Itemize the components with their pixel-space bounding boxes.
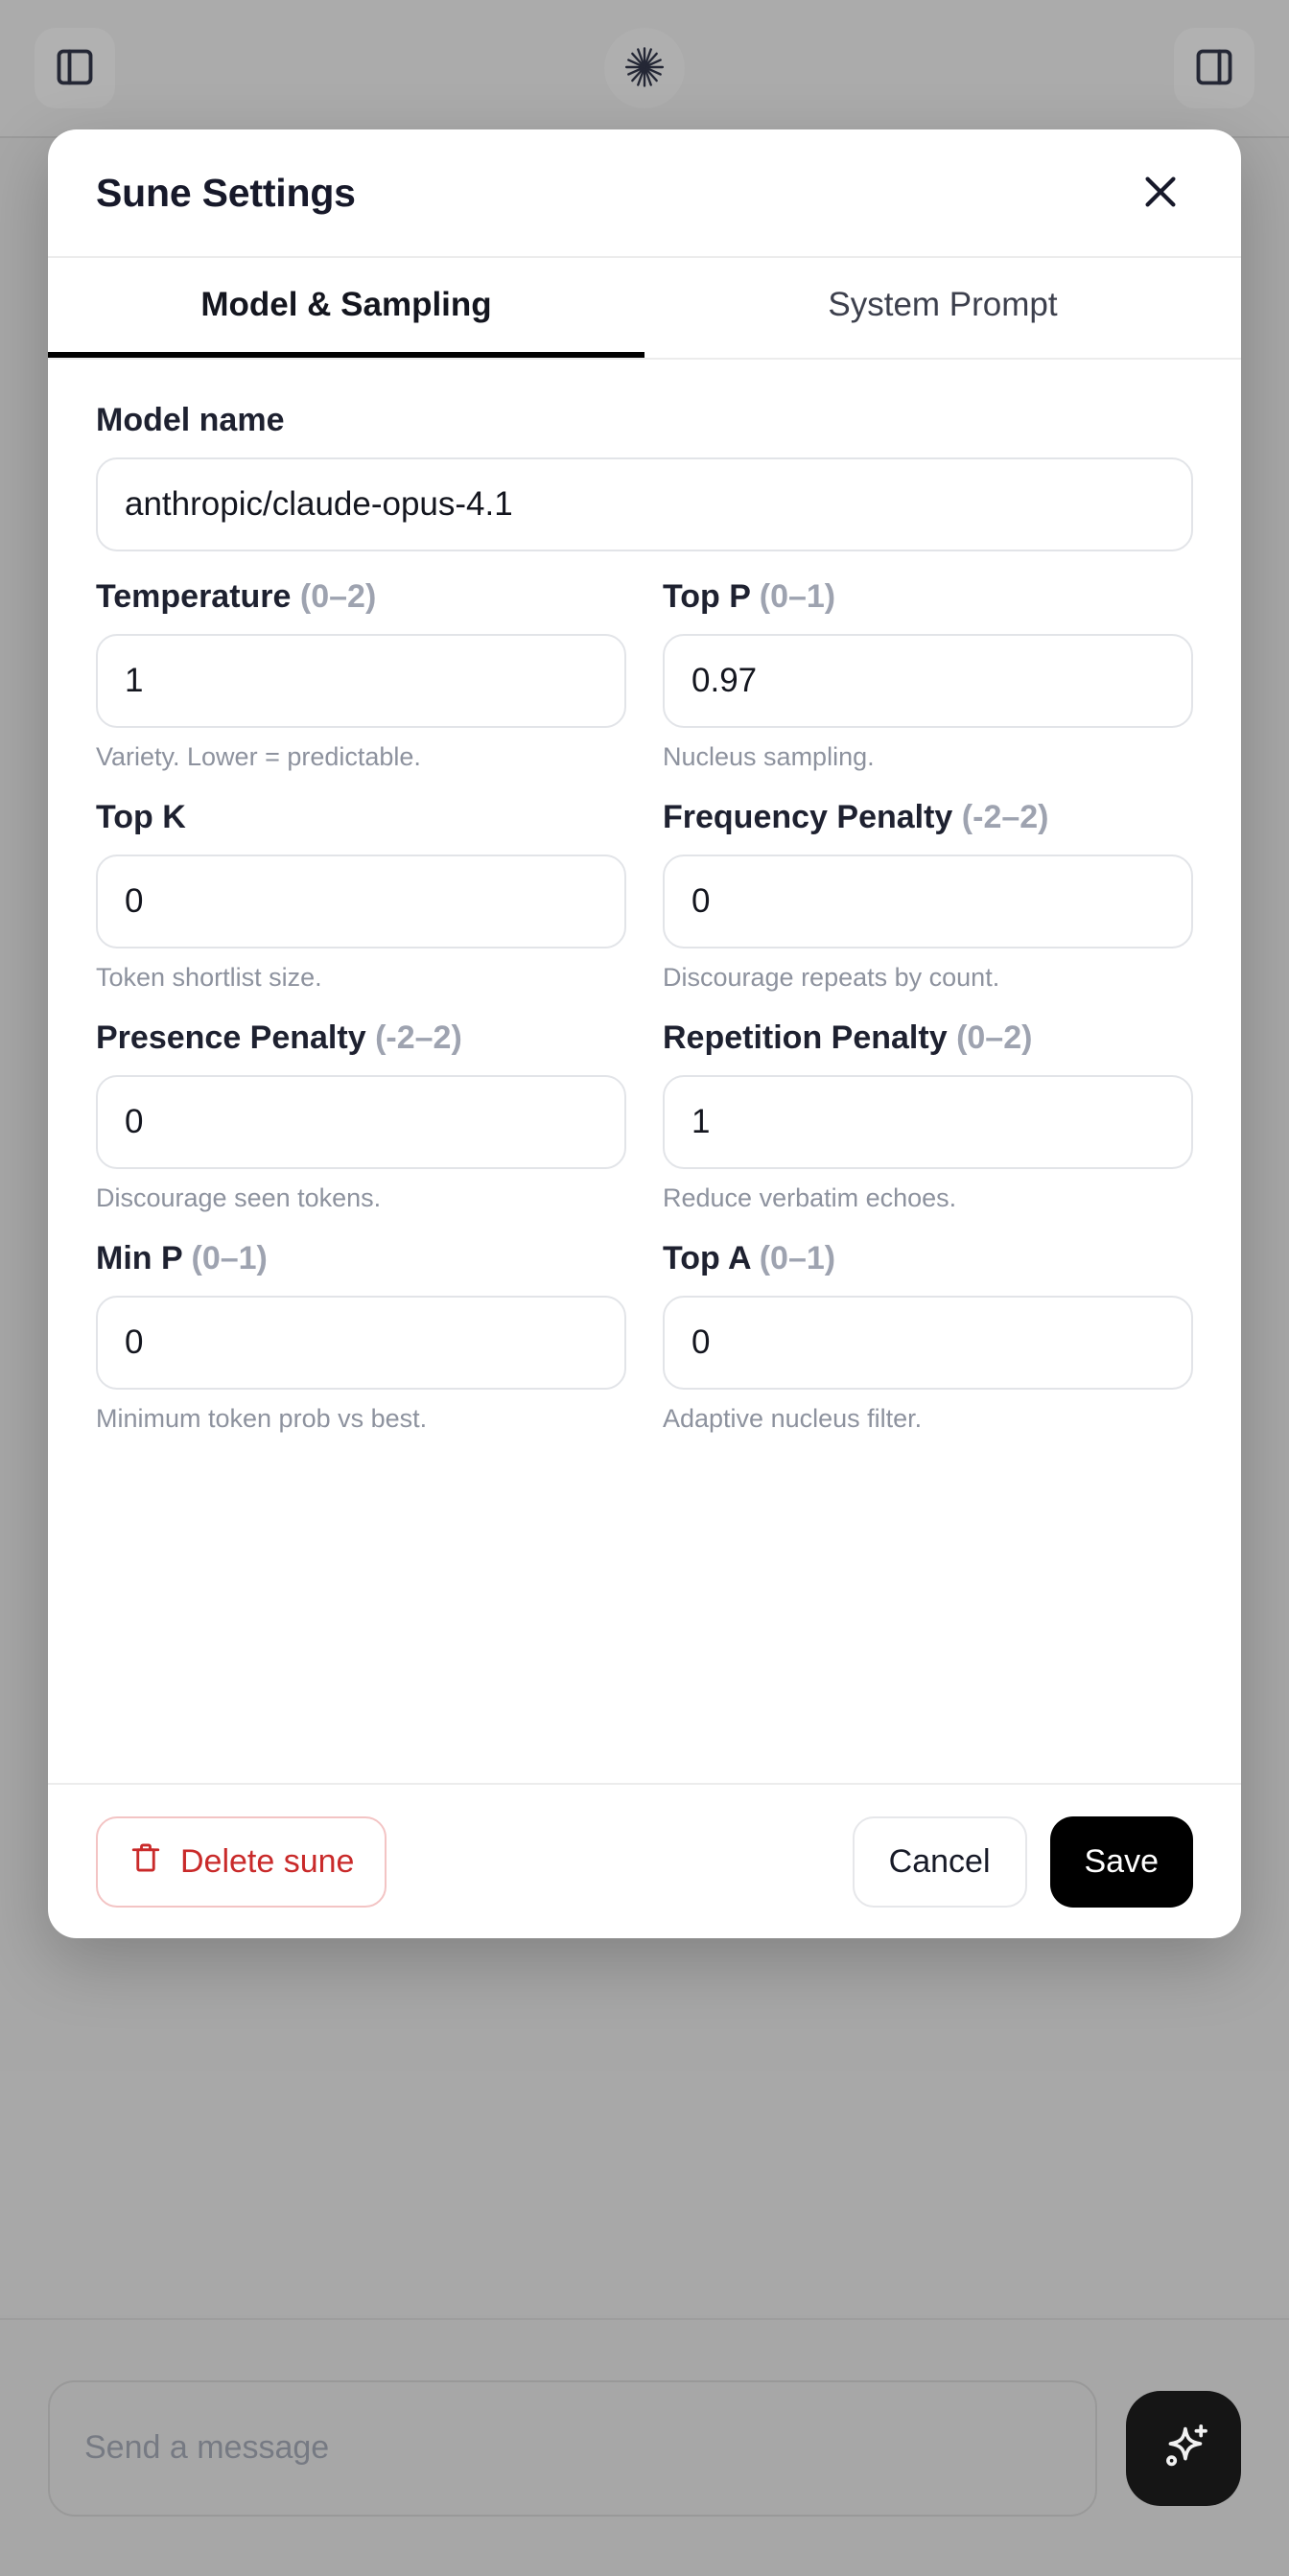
repetition-penalty-hint: Reduce verbatim echoes.: [663, 1183, 957, 1212]
top-p-input[interactable]: [663, 634, 1193, 728]
sunburst-asterisk-icon: [620, 42, 669, 95]
top-a-input[interactable]: [663, 1296, 1193, 1390]
repetition-penalty-range: (0–2): [956, 1019, 1033, 1056]
field-top-k: Top K Token shortlist size.: [96, 799, 626, 993]
save-button[interactable]: Save: [1049, 1815, 1193, 1908]
top-a-label: Top A (0–1): [663, 1240, 1193, 1277]
delete-sune-label: Delete sune: [180, 1842, 355, 1880]
min-p-input[interactable]: [96, 1296, 626, 1390]
app-logo-button[interactable]: [604, 28, 685, 108]
frequency-penalty-range: (-2–2): [961, 799, 1049, 835]
min-p-hint: Minimum token prob vs best.: [96, 1404, 428, 1433]
presence-penalty-range: (-2–2): [375, 1019, 462, 1056]
left-panel-toggle-button[interactable]: [35, 28, 115, 108]
field-top-p: Top P (0–1) Nucleus sampling.: [663, 578, 1193, 772]
field-repetition-penalty: Repetition Penalty (0–2) Reduce verbatim…: [663, 1019, 1193, 1213]
modal-body: Model name Temperature (0–2) Variety. Lo…: [48, 360, 1241, 1783]
field-row-2: Top K Token shortlist size. Frequency Pe…: [96, 799, 1193, 993]
message-composer: [0, 2318, 1289, 2576]
left-panel-toggle-icon: [54, 46, 96, 91]
send-message-button[interactable]: [1126, 2390, 1241, 2506]
temperature-range: (0–2): [299, 578, 377, 615]
top-a-range: (0–1): [759, 1240, 836, 1276]
presence-penalty-label: Presence Penalty (-2–2): [96, 1019, 626, 1057]
field-min-p: Min P (0–1) Minimum token prob vs best.: [96, 1240, 626, 1434]
repetition-penalty-label-text: Repetition Penalty: [663, 1019, 948, 1056]
top-p-label: Top P (0–1): [663, 578, 1193, 616]
modal-title: Sune Settings: [96, 170, 356, 215]
field-top-a: Top A (0–1) Adaptive nucleus filter.: [663, 1240, 1193, 1434]
footer-actions: Cancel Save: [852, 1815, 1193, 1908]
model-name-label: Model name: [96, 402, 285, 438]
top-bar: [0, 0, 1289, 138]
field-frequency-penalty: Frequency Penalty (-2–2) Discourage repe…: [663, 799, 1193, 993]
cancel-button[interactable]: Cancel: [852, 1815, 1027, 1908]
model-name-input[interactable]: [96, 457, 1193, 551]
trash-icon: [129, 1840, 163, 1884]
sparkle-plus-icon: [1154, 2417, 1213, 2479]
presence-penalty-input[interactable]: [96, 1075, 626, 1169]
modal-tabs: Model & Sampling System Prompt: [48, 258, 1241, 360]
min-p-label: Min P (0–1): [96, 1240, 626, 1277]
field-row-4: Min P (0–1) Minimum token prob vs best. …: [96, 1240, 1193, 1434]
right-panel-toggle-icon: [1193, 46, 1235, 91]
temperature-label: Temperature (0–2): [96, 578, 626, 616]
app-logo-container: [604, 28, 685, 108]
temperature-label-text: Temperature: [96, 578, 292, 615]
top-p-label-text: Top P: [663, 578, 751, 615]
temperature-input[interactable]: [96, 634, 626, 728]
field-model-name: Model name: [96, 402, 1193, 551]
repetition-penalty-input[interactable]: [663, 1075, 1193, 1169]
sune-settings-modal: Sune Settings Model & Sampling System Pr…: [48, 129, 1241, 1938]
presence-penalty-label-text: Presence Penalty: [96, 1019, 366, 1056]
top-k-hint: Token shortlist size.: [96, 963, 322, 992]
right-panel-toggle-button[interactable]: [1174, 28, 1254, 108]
close-icon: [1138, 170, 1183, 217]
field-presence-penalty: Presence Penalty (-2–2) Discourage seen …: [96, 1019, 626, 1213]
frequency-penalty-label: Frequency Penalty (-2–2): [663, 799, 1193, 836]
close-modal-button[interactable]: [1128, 160, 1193, 225]
delete-sune-button[interactable]: Delete sune: [96, 1815, 387, 1908]
frequency-penalty-hint: Discourage repeats by count.: [663, 963, 1000, 992]
tab-model-and-sampling[interactable]: Model & Sampling: [48, 258, 644, 358]
top-p-hint: Nucleus sampling.: [663, 742, 875, 771]
tab-system-prompt[interactable]: System Prompt: [644, 258, 1241, 358]
min-p-range: (0–1): [191, 1240, 268, 1276]
top-k-input[interactable]: [96, 855, 626, 948]
presence-penalty-hint: Discourage seen tokens.: [96, 1183, 382, 1212]
top-a-hint: Adaptive nucleus filter.: [663, 1404, 923, 1433]
top-k-label-text: Top K: [96, 799, 186, 835]
modal-footer: Delete sune Cancel Save: [48, 1783, 1241, 1938]
frequency-penalty-label-text: Frequency Penalty: [663, 799, 953, 835]
field-row-1: Temperature (0–2) Variety. Lower = predi…: [96, 578, 1193, 772]
top-p-range: (0–1): [759, 578, 836, 615]
min-p-label-text: Min P: [96, 1240, 183, 1276]
temperature-hint: Variety. Lower = predictable.: [96, 742, 421, 771]
top-k-label: Top K: [96, 799, 626, 836]
frequency-penalty-input[interactable]: [663, 855, 1193, 948]
field-row-3: Presence Penalty (-2–2) Discourage seen …: [96, 1019, 1193, 1213]
field-temperature: Temperature (0–2) Variety. Lower = predi…: [96, 578, 626, 772]
message-input[interactable]: [48, 2379, 1097, 2517]
modal-header: Sune Settings: [48, 129, 1241, 258]
top-a-label-text: Top A: [663, 1240, 751, 1276]
repetition-penalty-label: Repetition Penalty (0–2): [663, 1019, 1193, 1057]
